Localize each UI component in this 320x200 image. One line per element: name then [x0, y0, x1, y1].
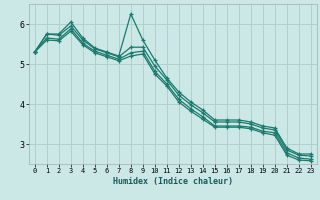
X-axis label: Humidex (Indice chaleur): Humidex (Indice chaleur) — [113, 177, 233, 186]
